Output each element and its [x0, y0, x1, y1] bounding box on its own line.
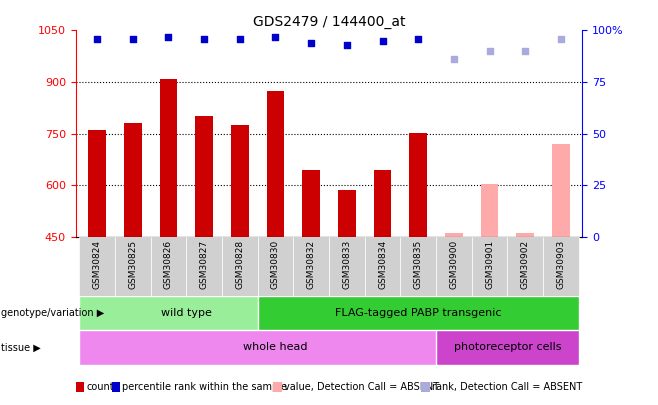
Bar: [258, 296, 579, 330]
Text: count: count: [86, 382, 114, 392]
Bar: [186, 237, 222, 296]
Point: [449, 56, 459, 62]
Point: [234, 35, 245, 42]
Bar: [195, 117, 213, 237]
Text: GSM30902: GSM30902: [520, 240, 530, 289]
Point: [377, 38, 388, 44]
Bar: [517, 233, 534, 237]
Text: GSM30835: GSM30835: [414, 240, 422, 289]
Bar: [266, 91, 284, 237]
Text: GSM30903: GSM30903: [557, 240, 565, 289]
Bar: [400, 237, 436, 296]
Bar: [79, 296, 293, 330]
Text: GSM30901: GSM30901: [485, 240, 494, 289]
Text: GSM30825: GSM30825: [128, 240, 138, 289]
Bar: [472, 237, 507, 296]
Point: [199, 35, 209, 42]
Text: FLAG-tagged PABP transgenic: FLAG-tagged PABP transgenic: [335, 308, 501, 318]
Point: [92, 35, 103, 42]
Point: [163, 33, 174, 40]
Bar: [302, 170, 320, 237]
Bar: [293, 237, 329, 296]
Point: [555, 35, 566, 42]
Point: [413, 35, 424, 42]
Text: tissue ▶: tissue ▶: [1, 342, 41, 352]
Bar: [552, 144, 570, 237]
Point: [342, 42, 352, 48]
Bar: [159, 79, 178, 237]
Text: value, Detection Call = ABSENT: value, Detection Call = ABSENT: [284, 382, 439, 392]
Bar: [338, 190, 356, 237]
Text: GSM30830: GSM30830: [271, 240, 280, 289]
Bar: [409, 132, 427, 237]
Bar: [480, 183, 499, 237]
Point: [270, 33, 281, 40]
Text: GSM30828: GSM30828: [236, 240, 244, 289]
Bar: [329, 237, 365, 296]
Bar: [151, 237, 186, 296]
Bar: [543, 237, 579, 296]
Text: GSM30826: GSM30826: [164, 240, 173, 289]
Title: GDS2479 / 144400_at: GDS2479 / 144400_at: [253, 15, 405, 29]
Text: GSM30900: GSM30900: [449, 240, 459, 289]
Point: [306, 40, 316, 46]
Point: [520, 48, 530, 54]
Text: rank, Detection Call = ABSENT: rank, Detection Call = ABSENT: [432, 382, 582, 392]
Text: wild type: wild type: [161, 308, 212, 318]
Bar: [436, 237, 472, 296]
Text: GSM30824: GSM30824: [93, 240, 101, 289]
Bar: [374, 170, 392, 237]
Bar: [258, 237, 293, 296]
Point: [128, 35, 138, 42]
Bar: [365, 237, 400, 296]
Bar: [115, 237, 151, 296]
Text: GSM30834: GSM30834: [378, 240, 387, 289]
Bar: [88, 130, 106, 237]
Bar: [436, 330, 579, 364]
Bar: [124, 123, 141, 237]
Text: photoreceptor cells: photoreceptor cells: [453, 342, 561, 352]
Bar: [445, 233, 463, 237]
Text: percentile rank within the sample: percentile rank within the sample: [122, 382, 288, 392]
Bar: [79, 330, 472, 364]
Bar: [222, 237, 258, 296]
Bar: [507, 237, 543, 296]
Text: GSM30832: GSM30832: [307, 240, 316, 289]
Bar: [79, 237, 115, 296]
Text: whole head: whole head: [243, 342, 308, 352]
Text: GSM30833: GSM30833: [342, 240, 351, 289]
Text: GSM30827: GSM30827: [199, 240, 209, 289]
Point: [484, 48, 495, 54]
Text: genotype/variation ▶: genotype/variation ▶: [1, 308, 105, 318]
Bar: [231, 125, 249, 237]
